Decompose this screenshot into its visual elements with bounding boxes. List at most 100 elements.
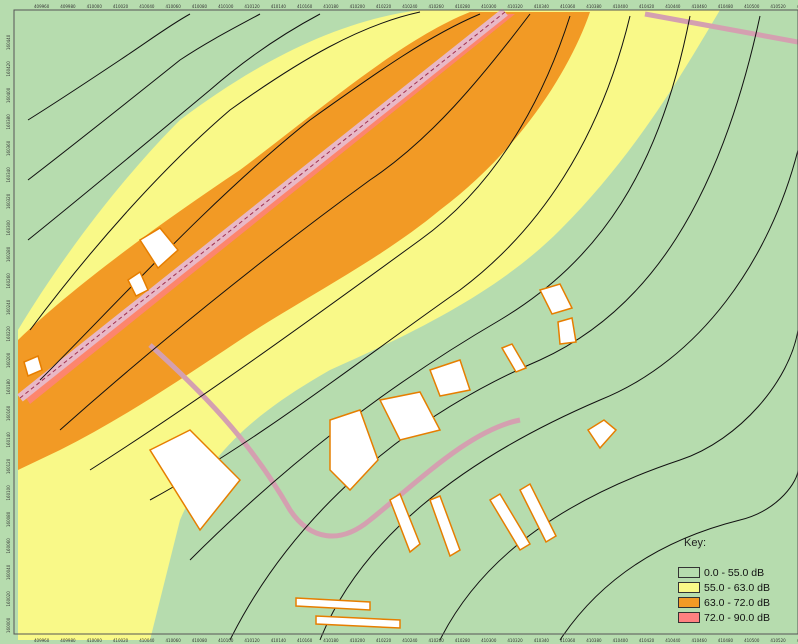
axis-tick-label: 160100 — [6, 485, 11, 501]
axis-tick-label: 160220 — [6, 326, 11, 342]
axis-tick-label: 409980 — [60, 4, 76, 9]
building — [138, 227, 180, 270]
axis-tick-label: 410320 — [507, 4, 523, 9]
axis-tick-label: 160120 — [6, 458, 11, 474]
building — [127, 270, 149, 298]
axis-tick-label: 410040 — [139, 4, 155, 9]
building — [295, 597, 371, 611]
axis-tick-label: 160420 — [6, 61, 11, 77]
axis-tick-label: 410040 — [139, 638, 155, 643]
axis-tick-label: 160200 — [6, 352, 11, 368]
x-axis-ticks-top: 409960 409980 410000 410020 410040 410060 4100… — [34, 4, 798, 9]
axis-tick-label: 409980 — [60, 638, 76, 643]
axis-tick-label: 410260 — [429, 638, 445, 643]
building — [23, 354, 43, 378]
axis-tick-label: 160360 — [6, 140, 11, 156]
axis-tick-label: 410340 — [534, 638, 550, 643]
axis-tick-label: 410240 — [402, 4, 418, 9]
x-axis-ticks-bottom: 409960 409980 410000 410020 410040 410060 4100… — [34, 638, 798, 643]
building — [557, 317, 577, 345]
y-axis-ticks: 160440 160420 160400 160380 160360 160340 1603… — [6, 34, 11, 633]
axis-tick-label: 160380 — [6, 114, 11, 130]
axis-tick-label: 410280 — [455, 4, 471, 9]
building — [378, 391, 442, 441]
access-road — [148, 343, 521, 539]
axis-tick-label: 410460 — [692, 4, 708, 9]
legend-item: 63.0 - 72.0 dB — [678, 596, 770, 609]
building — [538, 283, 574, 315]
legend-swatch — [678, 597, 700, 608]
axis-tick-label: 160240 — [6, 299, 11, 315]
axis-tick-label: 410020 — [113, 638, 129, 643]
axis-tick-label: 410120 — [244, 4, 260, 9]
axis-tick-label: 410360 — [560, 4, 576, 9]
axis-tick-label: 410140 — [271, 4, 287, 9]
buildings — [23, 227, 618, 629]
axis-tick-label: 410120 — [244, 638, 260, 643]
axis-tick-label: 160300 — [6, 220, 11, 236]
axis-tick-label: 410540 — [797, 4, 798, 9]
axis-tick-label: 160440 — [6, 34, 11, 50]
axis-tick-label: 410380 — [586, 4, 602, 9]
legend-label: 72.0 - 90.0 dB — [704, 611, 770, 624]
axis-tick-label: 410300 — [481, 4, 497, 9]
building — [429, 495, 461, 558]
axis-tick-label: 410440 — [665, 638, 681, 643]
axis-tick-label: 410400 — [613, 638, 629, 643]
axis-tick-label: 410280 — [455, 638, 471, 643]
legend-swatch — [678, 612, 700, 623]
axis-tick-label: 410540 — [797, 638, 798, 643]
axis-tick-label: 410500 — [744, 4, 760, 9]
axis-tick-label: 410520 — [770, 4, 786, 9]
building — [519, 482, 557, 544]
axis-tick-label: 410060 — [166, 4, 182, 9]
axis-tick-label: 410480 — [718, 4, 734, 9]
axis-tick-label: 410100 — [218, 638, 234, 643]
axis-tick-label: 410220 — [376, 4, 392, 9]
axis-tick-label: 160080 — [6, 511, 11, 527]
axis-tick-label: 410080 — [192, 638, 208, 643]
building — [389, 492, 421, 554]
legend-title: Key: — [684, 537, 707, 549]
axis-tick-label: 160180 — [6, 379, 11, 395]
axis-tick-label: 410320 — [507, 638, 523, 643]
axis-tick-label: 160020 — [6, 591, 11, 607]
legend-label: 63.0 - 72.0 dB — [704, 596, 770, 609]
legend-swatch — [678, 567, 700, 578]
axis-tick-label: 160160 — [6, 405, 11, 421]
axis-tick-label: 410240 — [402, 638, 418, 643]
building — [315, 615, 401, 629]
axis-tick-label: 410180 — [323, 638, 339, 643]
axis-tick-label: 410020 — [113, 4, 129, 9]
axis-tick-label: 410060 — [166, 638, 182, 643]
axis-tick-label: 410220 — [376, 638, 392, 643]
axis-tick-label: 410000 — [87, 4, 103, 9]
building — [500, 343, 528, 373]
building — [329, 409, 379, 492]
axis-tick-label: 160400 — [6, 87, 11, 103]
axis-tick-label: 410180 — [323, 4, 339, 9]
axis-tick-label: 160320 — [6, 193, 11, 209]
axis-tick-label: 410080 — [192, 4, 208, 9]
legend-label: 0.0 - 55.0 dB — [704, 566, 765, 579]
axis-tick-label: 410340 — [534, 4, 550, 9]
legend-label: 55.0 - 63.0 dB — [704, 581, 770, 594]
axis-tick-label: 409960 — [34, 4, 50, 9]
building — [429, 359, 471, 397]
building — [148, 429, 242, 532]
axis-tick-label: 160260 — [6, 273, 11, 289]
axis-tick-label: 410160 — [297, 638, 313, 643]
axis-tick-label: 160140 — [6, 432, 11, 448]
axis-tick-label: 409960 — [34, 638, 50, 643]
legend: Key: 0.0 - 55.0 dB 55.0 - 63.0 dB 63.0 -… — [674, 537, 798, 644]
axis-tick-label: 160000 — [6, 617, 11, 633]
road-top-right — [644, 11, 798, 45]
axis-tick-label: 160040 — [6, 564, 11, 580]
axis-tick-label: 160340 — [6, 167, 11, 183]
main-road — [17, 8, 508, 402]
axis-tick-label: 410140 — [271, 638, 287, 643]
axis-tick-label: 160060 — [6, 538, 11, 554]
building — [488, 492, 532, 552]
axis-tick-label: 410100 — [218, 4, 234, 9]
